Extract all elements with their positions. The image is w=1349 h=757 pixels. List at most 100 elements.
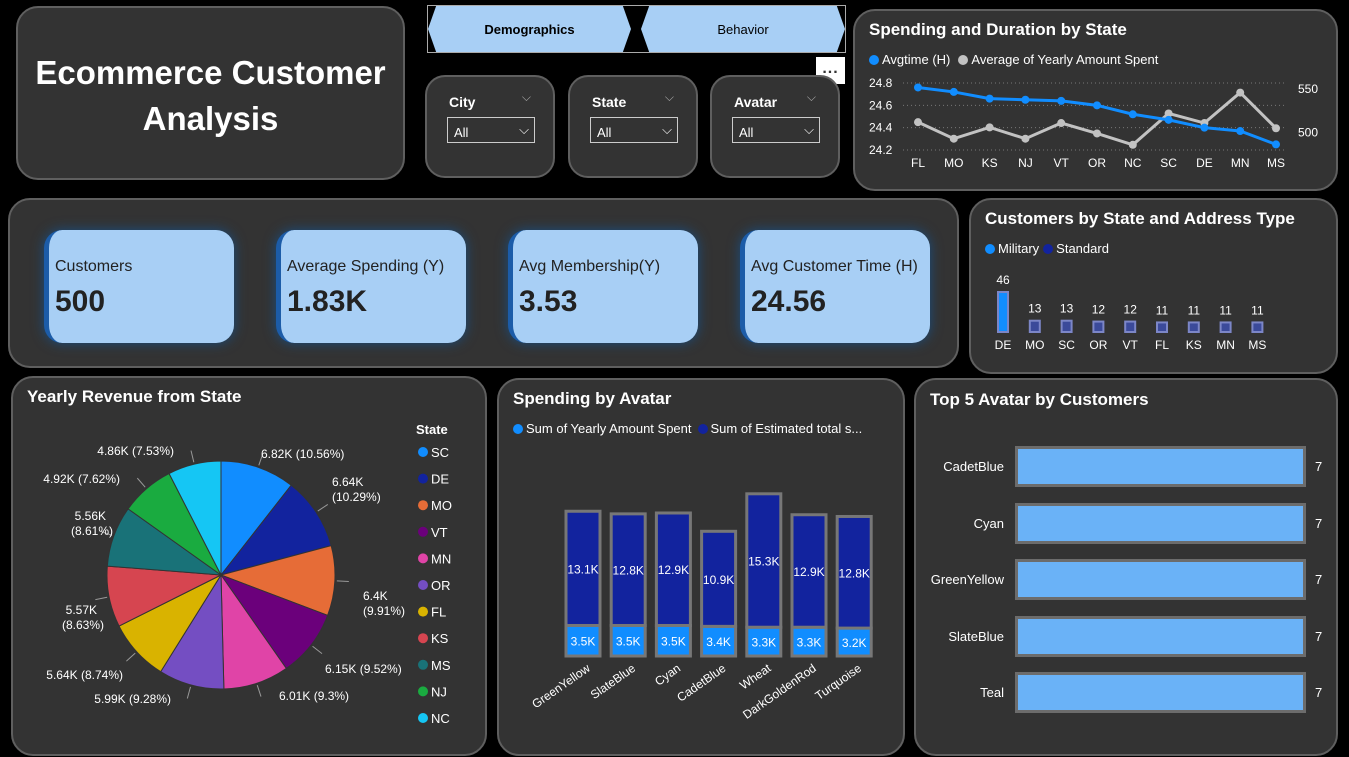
data-label-part: (8.63%) (62, 618, 104, 632)
legend-label: Sum of Yearly Amount Spent (526, 421, 692, 436)
kpi-value: 1.83K (287, 285, 368, 318)
bar[interactable] (1015, 559, 1306, 600)
data-label: 12 (1092, 303, 1106, 317)
bar-category-label: Teal (980, 685, 1004, 700)
kpi-value: 500 (55, 285, 106, 318)
x-tick-label: GreenYellow (529, 661, 593, 711)
bar-category-label: SlateBlue (948, 628, 1004, 644)
x-tick-label: SC (1058, 338, 1075, 352)
leader-line (317, 504, 329, 512)
data-point (949, 87, 958, 96)
leader-line (100, 530, 113, 536)
data-label: 12.9K (658, 563, 689, 577)
legend-label: NC (431, 711, 450, 726)
bar-segment-yearly (564, 623, 602, 658)
data-point (1200, 123, 1209, 132)
data-label: 3.4K (706, 635, 731, 649)
data-label: 12.8K (613, 564, 644, 578)
y-tick-label: 24.8 (869, 76, 893, 90)
x-tick-label: CadetBlue (674, 661, 728, 705)
data-label-part: 5.57K (66, 603, 101, 617)
bar-category-label: Cyan (973, 515, 1004, 531)
pie-chart[interactable]: 6.82K (10.56%) 6.64K (10.29%) 6.4K (9.91%)… (13, 410, 485, 752)
legend-label: FL (431, 605, 446, 620)
legend-swatch (418, 500, 428, 511)
data-label: 11 (1219, 303, 1232, 317)
state-dropdown[interactable]: All ⌵ (590, 117, 678, 143)
data-label-part: 5.56K (75, 509, 110, 523)
bar-segment-yearly (654, 623, 692, 658)
bar (1028, 319, 1041, 333)
data-label: 13 (1060, 302, 1074, 316)
bar (1187, 321, 1200, 334)
legend-swatch (513, 423, 523, 434)
x-tick-label: FL (911, 156, 925, 170)
page-navigator (427, 5, 846, 53)
legend-label: SC (431, 445, 449, 460)
x-tick-label: MN (1231, 156, 1250, 170)
x-tick-label: VT (1123, 338, 1139, 352)
line-chart[interactable]: 24.8 24.6 24.4 24.2 550 500 FL MO KS NJ VT OR NC SC DE… (855, 72, 1335, 182)
x-tick-label: VT (1054, 156, 1070, 170)
y2-tick-label: 550 (1298, 82, 1318, 96)
data-label: 3.5K (616, 635, 641, 649)
spending-duration-panel[interactable] (853, 9, 1338, 191)
x-tick-label: SC (1160, 156, 1177, 170)
x-tick-label: MS (1248, 338, 1266, 352)
x-tick-label: MO (944, 156, 963, 170)
data-point (914, 83, 922, 92)
data-point (985, 123, 994, 132)
chevron-down-icon[interactable]: ⌵ (806, 90, 816, 104)
address-bar-chart[interactable]: 46 DE 13 MO 13 SC 12 OR 12 VT 11 FL 11 KS 11 MN 11 MS (971, 262, 1336, 362)
legend-label: MO (431, 498, 452, 513)
chart-title: Spending by Avatar (513, 389, 672, 408)
bar-segment-estimated (790, 513, 828, 629)
legend-label: OR (431, 578, 451, 593)
chevron-down-icon: ⌵ (804, 122, 814, 137)
chart-title: Top 5 Avatar by Customers (930, 390, 1149, 409)
legend-swatch (418, 686, 428, 697)
data-label: 3.3K (797, 636, 822, 650)
bar-segment-yearly (835, 626, 873, 658)
bar[interactable] (1015, 672, 1306, 713)
legend-label: Avgtime (H) (882, 52, 951, 67)
data-label: 12 (1124, 303, 1138, 317)
legend-swatch (418, 659, 428, 670)
nav-button-demographics[interactable]: Demographics (428, 6, 631, 52)
dropdown-value: All (739, 125, 754, 140)
data-label: 3.2K (842, 636, 867, 650)
city-dropdown[interactable]: All ⌵ (447, 117, 535, 143)
legend-swatch (418, 447, 428, 457)
chevron-down-icon[interactable]: ⌵ (664, 90, 674, 104)
leader-line (136, 477, 146, 488)
slicer-title: State (592, 94, 627, 110)
data-label: 5.99K (9.28%) (94, 692, 171, 706)
data-label: 4.92K (7.62%) (43, 472, 120, 486)
legend-label: Sum of Estimated total s... (710, 421, 863, 436)
state-slicer: State ⌵ All ⌵ (568, 75, 698, 178)
kpi-value: 24.56 (751, 285, 827, 318)
stacked-bar-chart[interactable]: 3.5K 13.1K GreenYellow 3.5K 12.8K SlateBlue 3.… (499, 440, 903, 750)
leader-line (126, 652, 136, 662)
legend-swatch (418, 473, 428, 484)
leader-line (312, 645, 323, 655)
bar[interactable] (1015, 615, 1306, 657)
data-point (1272, 140, 1280, 149)
avatar-dropdown[interactable]: All ⌵ (732, 117, 820, 143)
bar-category-label: CadetBlue (943, 459, 1004, 474)
nav-button-behavior[interactable]: Behavior (641, 6, 845, 52)
bar[interactable] (1015, 446, 1306, 487)
legend-swatch (418, 713, 428, 723)
bar[interactable] (1015, 502, 1306, 544)
title-card: Ecommerce Customer Analysis (16, 6, 405, 180)
data-point (1057, 119, 1066, 128)
x-tick-label: SlateBlue (588, 661, 638, 702)
x-tick-label: OR (1089, 338, 1107, 352)
chart-title: Spending and Duration by State (869, 20, 1127, 39)
state-address-panel[interactable] (969, 198, 1338, 374)
bar (1092, 320, 1105, 333)
legend-label: Military (998, 241, 1040, 256)
chevron-down-icon[interactable]: ⌵ (521, 90, 531, 104)
legend-swatch (418, 606, 428, 617)
chart-legend: Avgtime (H) Average of Yearly Amount Spe… (869, 52, 1158, 67)
